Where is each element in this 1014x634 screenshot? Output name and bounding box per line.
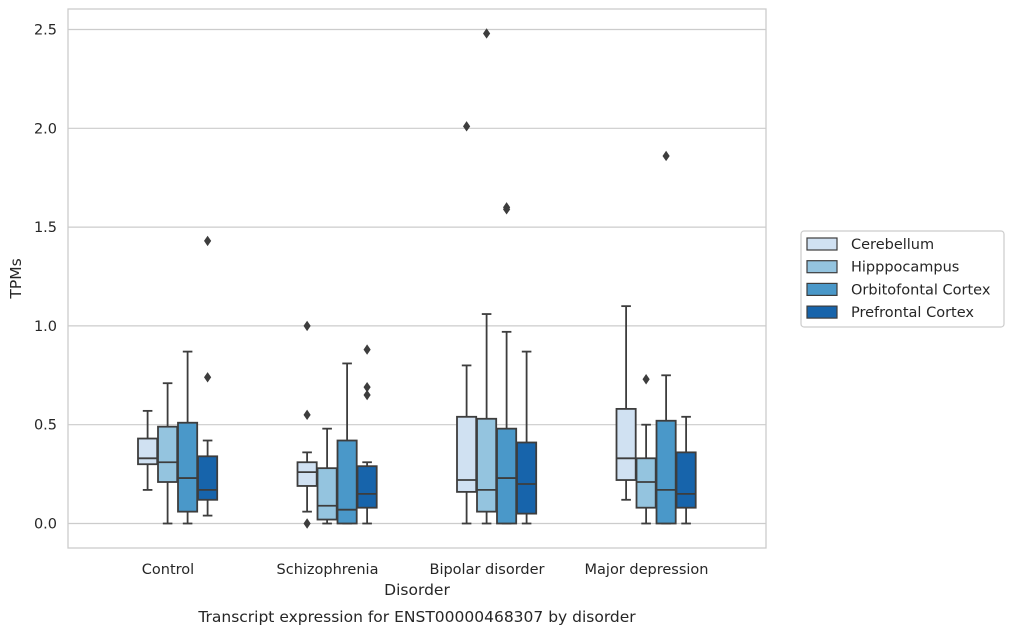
box-prefrontal-cortex [516, 350, 538, 525]
outlier-point [303, 320, 311, 332]
x-tick-labels: Control Schizophrenia Bipolar disorder Majo… [142, 562, 709, 578]
iqr-box [615, 407, 637, 481]
x-tick-label: Major depression [585, 562, 709, 578]
plot-frame [67, 8, 767, 549]
y-tick-labels: 0.0 0.5 1.0 1.5 2.0 2.5 [34, 23, 57, 533]
outlier-point [483, 28, 491, 39]
iqr-box [675, 451, 697, 509]
box-hipppocampus [316, 427, 338, 525]
outlier-point [363, 381, 371, 393]
chart-caption: Transcript expression for ENST0000046830… [197, 608, 636, 626]
box-orbitofontal-cortex [655, 150, 677, 525]
y-tick-label: 2.5 [34, 23, 57, 39]
box-cerebellum [615, 305, 637, 501]
legend-swatch [806, 260, 838, 274]
y-tick-label: 0.0 [34, 517, 57, 533]
iqr-box [655, 419, 677, 525]
x-tick-label: Schizophrenia [277, 562, 379, 578]
iqr-box [356, 465, 378, 509]
iqr-box [516, 441, 538, 515]
box-orbitofontal-cortex [496, 202, 518, 525]
legend-swatch [806, 305, 838, 319]
y-tick-label: 1.5 [34, 220, 57, 236]
box-hipppocampus [635, 374, 657, 525]
outlier-point [363, 389, 371, 401]
legend-label: Orbitofontal Cortex [851, 282, 991, 298]
legend-label: Cerebellum [851, 237, 934, 253]
x-tick-label: Control [142, 562, 194, 578]
box-prefrontal-cortex [197, 235, 219, 517]
legend-swatch [806, 237, 838, 251]
iqr-box [157, 425, 179, 483]
box-cerebellum [296, 320, 318, 529]
legend-frame [800, 230, 1005, 328]
y-tick-label: 0.5 [34, 418, 57, 434]
iqr-box [177, 421, 199, 513]
iqr-box [476, 417, 498, 513]
outlier-point [662, 150, 670, 162]
outlier-point [463, 121, 471, 132]
x-axis-label: Disorder [384, 581, 450, 599]
y-axis-label: TPMs [7, 258, 25, 299]
iqr-box [137, 437, 159, 466]
legend-label: Prefrontal Cortex [851, 305, 974, 321]
iqr-box [496, 427, 518, 525]
y-tick-label: 2.0 [34, 121, 57, 137]
iqr-box [296, 461, 318, 487]
box-hipppocampus [476, 28, 498, 525]
x-tick-label: Bipolar disorder [430, 562, 545, 578]
outlier-point [204, 372, 212, 383]
box-cerebellum [137, 409, 159, 491]
y-tick-label: 1.0 [34, 319, 57, 335]
outlier-point [204, 235, 212, 247]
legend-swatch [806, 282, 838, 296]
box-prefrontal-cortex [356, 344, 378, 525]
box-prefrontal-cortex [675, 415, 697, 525]
box-series [137, 28, 697, 529]
legend: Cerebellum Hipppocampus Orbitofontal Corte… [800, 230, 1005, 328]
box-hipppocampus [157, 382, 179, 525]
outlier-point [363, 344, 371, 355]
outlier-point [642, 374, 650, 385]
outlier-point [303, 409, 311, 421]
outlier-point [503, 202, 511, 213]
box-cerebellum [456, 121, 478, 525]
box-orbitofontal-cortex [177, 350, 199, 525]
legend-label: Hipppocampus [851, 260, 959, 276]
iqr-box [635, 457, 657, 509]
iqr-box [336, 439, 358, 525]
iqr-box [197, 455, 219, 501]
iqr-box [316, 467, 338, 521]
box-orbitofontal-cortex [336, 362, 358, 525]
outlier-point [303, 518, 311, 529]
